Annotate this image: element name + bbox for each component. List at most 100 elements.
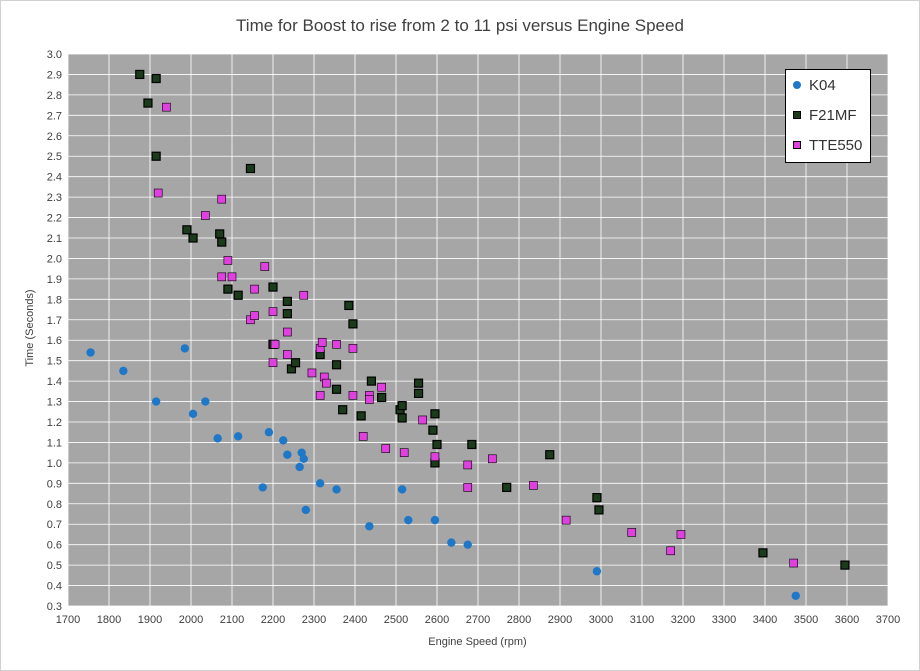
x-tick-label: 3600 [835,614,859,626]
point-f21mf [366,376,376,386]
point-tte550 [365,395,374,404]
y-tick-label: 2.2 [47,213,62,225]
point-f21mf [143,98,153,108]
x-tick-label: 3700 [876,614,900,626]
point-tte550 [307,368,317,378]
point-f21mf [413,388,424,398]
point-tte550 [321,378,331,388]
point-k04 [188,409,198,419]
point-f21mf [331,360,342,370]
y-tick-label: 2.7 [47,110,62,122]
y-tick-label: 2.3 [47,192,62,204]
point-tte550 [789,558,799,568]
point-tte550 [268,307,278,316]
point-k04 [213,434,222,443]
y-tick-label: 1.3 [47,397,62,409]
point-k04 [397,485,407,494]
y-tick-label: 1.0 [47,458,62,470]
legend-label-tte550: TTE550 [809,136,863,154]
y-tick-label: 0.5 [47,560,62,572]
point-tte550 [315,391,325,400]
y-tick-label: 2.5 [47,151,62,163]
point-tte550 [250,311,259,320]
legend-marker-tte550 [793,141,801,149]
point-tte550 [348,344,358,353]
point-f21mf [282,296,292,306]
point-f21mf [290,358,301,368]
point-k04 [463,540,472,549]
point-k04 [315,479,325,488]
y-tick-label: 3.0 [47,49,62,61]
point-tte550 [676,530,686,539]
point-f21mf [188,233,198,243]
point-f21mf [217,237,227,247]
y-tick-label: 2.6 [47,131,62,143]
y-tick-label: 2.1 [47,233,62,245]
point-k04 [119,366,128,376]
x-tick-label: 2200 [261,614,285,626]
y-tick-label: 0.3 [47,601,62,613]
point-tte550 [463,460,473,470]
point-f21mf [397,401,407,411]
legend-label-f21mf: F21MF [809,106,857,124]
y-tick-label: 1.1 [47,437,62,449]
x-tick-label: 2100 [220,614,244,626]
point-k04 [151,397,161,406]
point-f21mf [592,493,602,503]
point-tte550 [260,262,270,271]
point-f21mf [502,482,512,493]
point-f21mf [268,282,278,292]
point-f21mf [135,69,145,80]
y-tick-label: 1.9 [47,274,62,286]
point-k04 [332,485,341,494]
point-tte550 [317,337,327,347]
point-f21mf [758,548,768,558]
y-tick-label: 0.4 [47,581,62,593]
point-tte550 [283,350,292,359]
point-k04 [430,515,440,525]
x-axis-label: Engine Speed (rpm) [428,636,527,648]
point-tte550 [377,382,386,392]
point-tte550 [358,432,368,441]
legend: K04 F21MF TTE550 [785,69,871,163]
x-tick-label: 3100 [630,614,654,626]
point-tte550 [299,290,309,300]
point-tte550 [227,272,237,282]
point-k04 [283,450,292,459]
point-f21mf [182,225,192,235]
legend-marker-f21mf [793,111,801,119]
point-tte550 [463,483,473,492]
point-tte550 [250,284,259,294]
point-tte550 [332,340,341,349]
y-tick-label: 1.2 [47,417,62,429]
y-tick-label: 1.8 [47,294,62,306]
point-f21mf [594,505,604,515]
point-tte550 [268,358,278,368]
y-tick-label: 2.4 [47,172,62,184]
point-f21mf [413,378,424,388]
point-f21mf [432,439,442,450]
x-tick-label: 2600 [425,614,449,626]
point-k04 [201,397,210,406]
point-f21mf [151,151,161,161]
point-tte550 [217,272,227,282]
point-tte550 [217,194,227,204]
x-tick-label: 3300 [712,614,736,626]
point-f21mf [467,439,477,450]
point-tte550 [418,415,427,425]
point-tte550 [430,452,440,462]
point-f21mf [245,163,256,174]
point-tte550 [666,546,676,556]
point-f21mf [377,392,387,403]
y-tick-label: 2.8 [47,90,62,102]
point-f21mf [356,411,366,421]
point-tte550 [627,528,637,537]
point-f21mf [331,384,342,394]
point-f21mf [223,284,233,294]
point-f21mf [840,560,850,570]
x-tick-label: 1800 [97,614,121,626]
point-tte550 [270,340,280,349]
point-k04 [258,483,267,492]
point-k04 [447,538,456,547]
